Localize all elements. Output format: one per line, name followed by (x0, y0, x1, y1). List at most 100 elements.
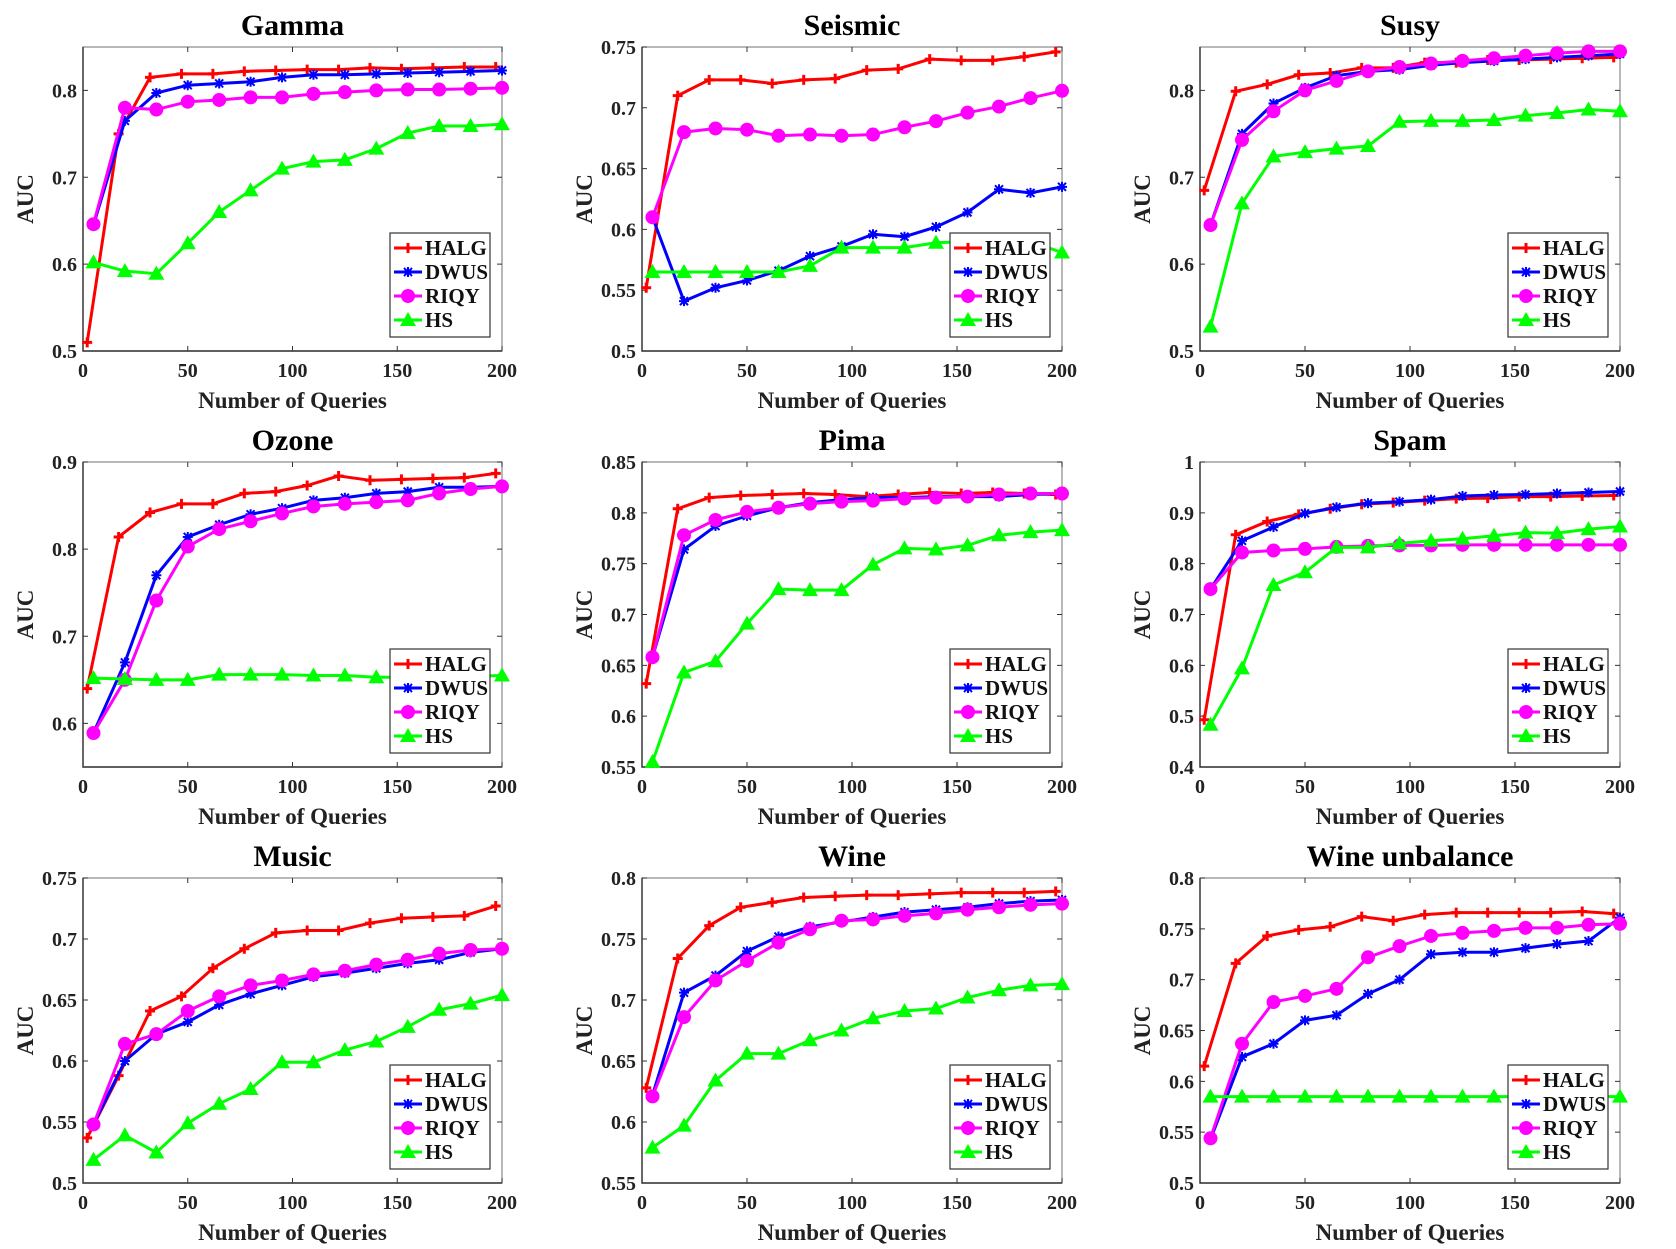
data-point-halg (490, 468, 501, 479)
data-point-dwus (182, 531, 193, 542)
data-point-halg (82, 1132, 93, 1143)
data-point-hs (431, 118, 448, 133)
data-point-halg (1388, 915, 1399, 926)
x-tick-label: 100 (1395, 776, 1425, 798)
data-point-hs (368, 140, 385, 155)
data-point-dwus (1394, 974, 1405, 985)
data-point-riqy (1392, 59, 1407, 74)
data-point-halg (861, 65, 872, 76)
y-tick-label: 0.55 (1159, 1122, 1194, 1144)
series-line-dwus (92, 484, 503, 734)
legend-label: HALG (985, 236, 1047, 260)
x-axis-label: Number of Queries (758, 804, 947, 829)
data-point-riqy (86, 217, 101, 232)
legend-label: RIQY (425, 1116, 480, 1140)
x-axis-label: Number of Queries (1316, 804, 1505, 829)
legend-label: HS (985, 724, 1013, 748)
y-tick-label: 0.6 (611, 1112, 636, 1134)
chart-title: Ozone (252, 424, 334, 457)
data-point-riqy (463, 482, 478, 497)
data-point-riqy (1361, 64, 1375, 79)
legend-label: DWUS (985, 260, 1048, 284)
data-point-halg (641, 282, 652, 293)
data-point-hs (1202, 318, 1219, 333)
y-tick-label: 0.7 (611, 990, 636, 1012)
data-point-halg (207, 498, 218, 509)
legend-label: HALG (985, 652, 1047, 676)
data-point-dwus (679, 987, 689, 998)
data-point-hs (1265, 148, 1282, 163)
data-point-hs (676, 263, 692, 278)
data-point-dwus (1426, 949, 1436, 960)
data-point-hs (991, 982, 1007, 997)
data-point-hs (462, 118, 479, 133)
data-point-riqy (645, 1089, 660, 1104)
data-point-dwus (1394, 496, 1405, 507)
y-tick-label: 1 (1184, 452, 1194, 474)
y-tick-label: 0.8 (611, 868, 636, 890)
data-point-halg (270, 927, 281, 938)
data-point-riqy (495, 941, 509, 956)
x-tick-label: 200 (487, 776, 517, 798)
data-point-hs (1297, 144, 1313, 159)
x-tick-label: 200 (1047, 1192, 1077, 1214)
data-point-riqy (1203, 582, 1218, 597)
series-line-dwus (92, 68, 503, 226)
data-point-hs (1423, 1088, 1439, 1103)
x-tick-label: 50 (178, 776, 198, 798)
y-tick-label: 0.8 (1169, 80, 1194, 102)
y-tick-label: 0.6 (1169, 655, 1194, 677)
data-point-riqy (463, 942, 478, 957)
y-tick-label: 0.55 (601, 1173, 636, 1195)
data-point-halg (333, 925, 344, 936)
x-tick-label: 0 (78, 360, 88, 382)
data-point-halg (207, 963, 218, 974)
data-point-dwus (1268, 522, 1279, 533)
y-tick-label: 0.55 (42, 1112, 77, 1134)
series-line-dwus (651, 185, 1063, 304)
series-line-halg (85, 65, 496, 343)
data-point-halg (333, 470, 344, 481)
legend-marker-hs (1518, 312, 1534, 326)
series-riqy (1203, 44, 1627, 233)
series-riqy (1203, 916, 1627, 1146)
y-tick-label: 0.6 (52, 254, 77, 276)
x-tick-label: 100 (837, 360, 867, 382)
data-point-hs (928, 1000, 944, 1015)
x-tick-label: 0 (637, 776, 647, 798)
data-point-hs (494, 116, 510, 131)
data-point-hs (368, 669, 385, 684)
y-tick-label: 0.65 (601, 1051, 636, 1073)
data-point-dwus (1268, 1038, 1279, 1049)
legend-marker-dwus (1521, 267, 1531, 277)
data-point-hs (739, 615, 755, 630)
data-point-riqy (866, 493, 880, 508)
data-point-halg (735, 902, 746, 913)
data-point-halg (767, 489, 778, 500)
legend-label: RIQY (1543, 700, 1598, 724)
data-point-halg (924, 54, 935, 65)
data-point-hs (959, 989, 976, 1004)
data-point-riqy (1203, 1131, 1218, 1146)
series-line-halg (85, 471, 496, 689)
legend-label: HALG (425, 236, 487, 260)
data-point-halg (1356, 911, 1367, 922)
data-point-hs (1517, 107, 1534, 122)
data-point-hs (1054, 976, 1070, 991)
data-point-halg (270, 65, 281, 76)
chart-title: Spam (1373, 424, 1446, 457)
data-point-halg (1293, 924, 1304, 935)
x-axis-label: Number of Queries (198, 388, 387, 413)
data-point-riqy (400, 82, 415, 97)
data-point-halg (176, 498, 187, 509)
x-tick-label: 200 (487, 360, 517, 382)
data-point-riqy (992, 900, 1006, 915)
data-point-riqy (275, 90, 290, 105)
data-point-dwus (1583, 936, 1594, 947)
legend-marker-halg (963, 243, 973, 253)
legend-marker-hs (1518, 728, 1534, 742)
legend-label: DWUS (1543, 676, 1606, 700)
data-point-dwus (119, 1056, 130, 1066)
legend-label: HS (985, 308, 1013, 332)
